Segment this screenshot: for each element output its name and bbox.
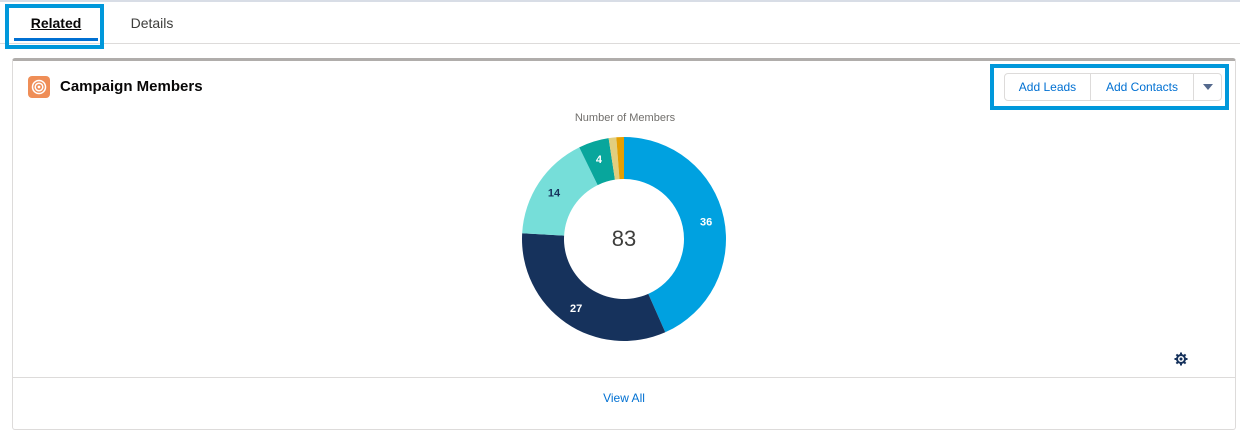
gear-icon[interactable] (1174, 352, 1188, 366)
tab-highlight-frame (5, 4, 104, 49)
top-border-line (0, 0, 1240, 2)
donut-slice-2[interactable] (522, 147, 598, 236)
view-all-link[interactable]: View All (603, 391, 645, 405)
donut-chart: 36 27 14 4 83 (519, 134, 729, 344)
campaign-members-card: Campaign Members Add Leads Add Contacts … (12, 58, 1236, 430)
donut-slice-label-0: 36 (700, 217, 712, 229)
tab-bar: Related Details (0, 2, 1240, 44)
campaign-members-icon (28, 76, 50, 98)
donut-slice-0[interactable] (624, 137, 726, 333)
add-contacts-button[interactable]: Add Contacts (1091, 74, 1194, 100)
donut-chart-svg: 36 27 14 4 (522, 137, 726, 341)
donut-slice-4[interactable] (608, 137, 620, 180)
more-actions-button[interactable] (1194, 74, 1221, 100)
chart-total: 83 (611, 226, 637, 251)
card-footer-divider (13, 377, 1235, 378)
tab-details-label: Details (130, 15, 174, 31)
chart-title: Number of Members (574, 112, 676, 124)
donut-slice-5[interactable] (616, 137, 624, 180)
card-actions: Add Leads Add Contacts (1004, 73, 1222, 101)
donut-slice-1[interactable] (522, 233, 666, 341)
card-title: Campaign Members (60, 78, 203, 95)
tab-related[interactable]: Related (10, 10, 102, 41)
donut-slice-label-2: 14 (548, 187, 561, 199)
add-leads-button[interactable]: Add Leads (1005, 74, 1091, 100)
chevron-down-icon (1202, 84, 1213, 90)
tab-details[interactable]: Details (118, 10, 186, 40)
actions-highlight-frame (990, 64, 1229, 110)
active-tab-indicator (14, 38, 98, 41)
donut-slice-label-3: 4 (596, 154, 603, 166)
donut-slice-label-1: 27 (570, 303, 582, 315)
tab-related-label: Related (30, 15, 82, 31)
donut-slice-3[interactable] (579, 138, 615, 186)
